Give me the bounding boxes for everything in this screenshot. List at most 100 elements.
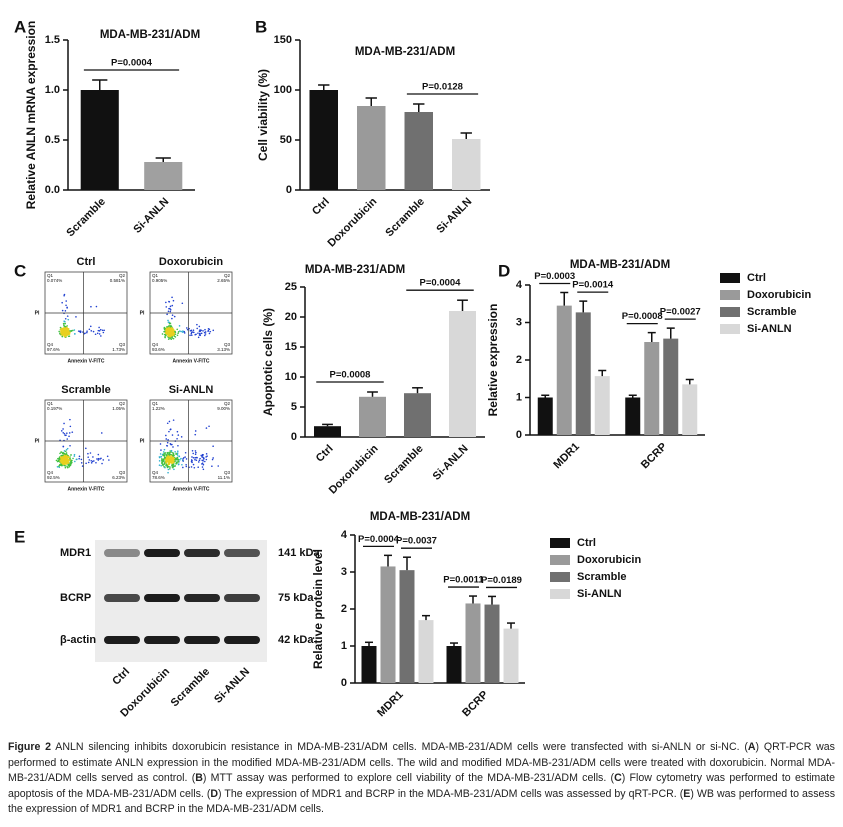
flow-dot: [161, 460, 164, 463]
blot-row-label: β-actin: [60, 634, 96, 646]
flow-dot: [167, 321, 170, 323]
flow-dot: [204, 334, 206, 337]
flow-dot: [165, 306, 168, 308]
flow-dot: [168, 457, 171, 460]
flow-dot: [207, 328, 210, 330]
flow-dot: [70, 459, 73, 462]
flow-dot: [164, 336, 166, 339]
flow-dot: [67, 335, 70, 338]
flow-dot: [166, 466, 169, 469]
flow-dot: [176, 454, 179, 456]
flow-dot: [164, 333, 167, 336]
flow-dot: [98, 330, 101, 332]
flow-dot: [199, 330, 202, 332]
flow-dot: [169, 331, 172, 334]
flow-dot: [194, 433, 197, 436]
flow-dot: [69, 464, 72, 467]
flow-dot: [205, 458, 208, 461]
quadrant-name: Q4: [152, 470, 159, 475]
bar: [663, 338, 679, 435]
x-tick-label: Si-ANLN: [431, 443, 471, 483]
flow-dot: [172, 419, 175, 421]
flow-dot: [176, 437, 178, 440]
flow-dot: [158, 460, 161, 462]
flow-dot: [179, 459, 181, 461]
flow-dot: [96, 458, 98, 460]
flow-dot: [167, 319, 169, 322]
flow-dot: [158, 456, 161, 459]
blot-band: [224, 594, 260, 602]
legend-swatch: [720, 290, 740, 300]
flow-dot: [167, 471, 169, 474]
flow-dot: [170, 458, 172, 460]
error-bar: [365, 641, 373, 646]
bar: [503, 628, 519, 683]
quadrant-name: Q4: [152, 342, 159, 347]
quadrant-name: Q1: [152, 401, 159, 406]
flow-dot: [176, 462, 178, 464]
flow-dot: [200, 332, 203, 335]
flow-dot: [75, 316, 77, 318]
panel-letter: D: [498, 261, 510, 280]
flow-dot: [56, 466, 59, 468]
flow-dot: [97, 459, 100, 461]
flow-dot: [63, 450, 66, 452]
caption: Figure 2 ANLN silencing inhibits doxorub…: [8, 740, 835, 818]
quadrant-name: Q2: [224, 401, 231, 406]
legend-swatch: [550, 572, 570, 582]
bar: [418, 620, 434, 683]
flow-dot: [212, 445, 214, 448]
flow-dot: [192, 456, 195, 459]
quadrant-name: Q4: [47, 342, 54, 347]
flow-dot: [62, 431, 65, 434]
flow-dot: [202, 463, 205, 466]
flow-dot: [174, 460, 176, 462]
flow-dot: [77, 330, 80, 332]
flow-dot: [100, 335, 102, 337]
error-bar: [628, 394, 637, 398]
flow-dot: [86, 331, 88, 334]
flow-dot: [193, 466, 196, 469]
y-tick-label: 5: [291, 401, 297, 413]
flow-dot: [192, 452, 194, 455]
flow-dot: [60, 462, 63, 464]
flow-dot: [176, 452, 179, 454]
legend-label: Doxorubicin: [577, 554, 641, 566]
chart-title: MDA-MB-231/ADM: [305, 264, 405, 276]
flow-dot: [181, 302, 184, 305]
flow-title: Doxorubicin: [159, 256, 223, 268]
flow-dot: [90, 330, 93, 332]
caption-text: C: [614, 772, 622, 785]
legend-label: Ctrl: [747, 272, 766, 284]
flow-dot: [202, 330, 204, 332]
flow-dot: [182, 331, 184, 334]
flow-dot: [101, 462, 103, 465]
flow-dot: [180, 330, 183, 333]
flow-dot: [106, 455, 109, 458]
quadrant-percent: 78.6%: [152, 475, 165, 480]
flow-y-label: PI: [140, 310, 145, 316]
quadrant-percent: 93.6%: [152, 347, 165, 352]
bar: [309, 90, 338, 190]
blot-band: [104, 549, 140, 557]
flow-dot: [178, 325, 181, 327]
flow-dot: [161, 457, 163, 460]
chart-title: MDA-MB-231/ADM: [570, 259, 670, 271]
error-bar: [579, 300, 588, 313]
flow-dot: [72, 329, 74, 332]
bar: [357, 106, 386, 190]
significance-label: P=0.0014: [572, 280, 614, 291]
x-tick-label: Doxorubicin: [326, 195, 380, 249]
flow-dot: [176, 456, 179, 459]
blot-band: [184, 549, 220, 557]
flow-dot: [198, 325, 201, 328]
flow-dot: [169, 442, 172, 445]
y-tick-label: 0: [291, 431, 297, 443]
flow-dot: [68, 435, 70, 438]
flow-dot: [68, 331, 70, 333]
y-axis-label: Relative protein level: [311, 549, 325, 669]
flow-dot: [67, 464, 70, 467]
error-bar: [365, 97, 377, 106]
flow-dot: [168, 462, 170, 465]
